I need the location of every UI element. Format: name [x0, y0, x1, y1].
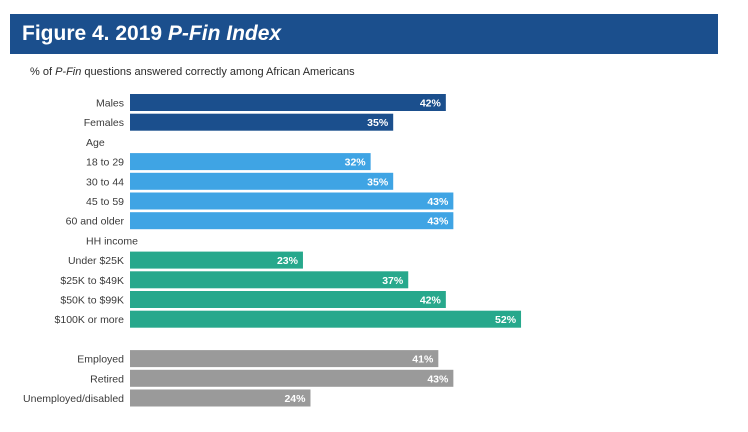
bar-value-label: 41%: [412, 354, 434, 366]
title-prefix: Figure 4. 2019: [22, 22, 168, 45]
row-label: Unemployed/disabled: [23, 393, 124, 405]
bar: [130, 271, 409, 289]
subtitle-suffix: questions answered correctly among Afric…: [81, 66, 355, 78]
row-label: Females: [84, 117, 124, 129]
row-label: $50K to $99K: [60, 295, 124, 307]
bar: [130, 94, 446, 111]
bar: [130, 291, 446, 308]
bar: [130, 350, 439, 368]
chart-subtitle: % of P-Fin questions answered correctly …: [30, 66, 355, 78]
bar: [130, 192, 454, 210]
bar: [130, 369, 454, 387]
bar-value-label: 24%: [284, 393, 306, 405]
bar-value-label: 35%: [367, 117, 389, 129]
bar-value-label: 37%: [382, 275, 404, 287]
bar: [130, 310, 522, 328]
row-label: Under $25K: [68, 255, 124, 267]
subtitle-prefix: % of: [30, 66, 56, 78]
bar: [130, 212, 454, 230]
figure-title-bar: Figure 4. 2019 P-Fin Index: [10, 14, 718, 54]
title-italic: P-Fin Index: [167, 22, 282, 45]
subtitle-italic: P-Fin: [55, 66, 82, 78]
bar-value-label: 23%: [277, 255, 299, 267]
row-label: HH income: [86, 235, 138, 247]
row-label: $100K or more: [55, 314, 125, 326]
row-label: $25K to $49K: [60, 275, 124, 287]
row-label: 18 to 29: [86, 157, 124, 169]
bar: [130, 172, 394, 190]
row-label: 60 and older: [66, 216, 125, 228]
row-label: Retired: [90, 373, 124, 385]
bar: [130, 113, 394, 131]
bar-value-label: 52%: [495, 314, 517, 326]
bar-value-label: 43%: [427, 373, 449, 385]
bar: [130, 251, 303, 269]
bar-value-label: 43%: [427, 216, 449, 228]
row-label: Employed: [77, 354, 124, 366]
row-label: Age: [86, 137, 105, 149]
bar-value-label: 35%: [367, 176, 389, 188]
bar: [130, 153, 371, 171]
bar-value-label: 43%: [427, 196, 449, 208]
bar: [130, 389, 311, 407]
bar-value-label: 42%: [420, 98, 442, 110]
row-label: Males: [96, 98, 124, 110]
row-label: 45 to 59: [86, 196, 124, 208]
row-label: 30 to 44: [86, 176, 124, 188]
bar-value-label: 42%: [420, 295, 442, 307]
bar-value-label: 32%: [345, 157, 367, 169]
